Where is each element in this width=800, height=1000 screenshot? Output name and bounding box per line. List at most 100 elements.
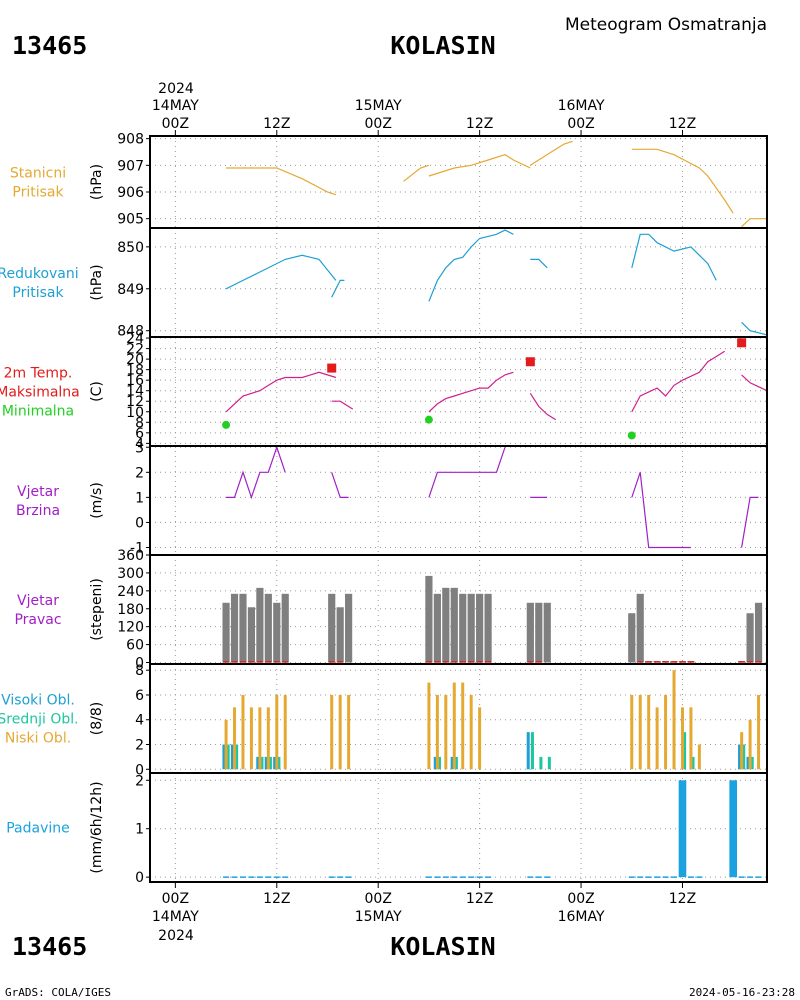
bar [467,593,475,663]
series-line [741,218,767,228]
header-station-id: 13465 [12,31,87,60]
panel-vjetar_brzina: -1 0 1 2 3 (m/s) Vjetar Brzina [16,440,768,556]
y-tick-label: 300 [117,566,144,582]
max-temp-marker [737,338,747,348]
bar [444,694,448,770]
series-line [428,371,514,413]
y-tick-label: 849 [117,282,144,298]
bar [691,756,695,770]
y-tick-label: 908 [117,132,144,148]
bar [459,593,467,663]
top-time-axis: 2024 00Z 14MAY 12Z 00Z 15MAY 12Z 00Z 16MAY 12Z [152,81,696,136]
y-tick-label: 8 [135,415,144,431]
bar [425,575,433,663]
y-axis-label: (hPa) [89,164,105,200]
bar [672,670,676,770]
panel-redukovani: 848 849 850 (hPa) Redukovani Pritisak [0,227,768,340]
bar [530,732,534,770]
panel-frame [149,445,768,556]
bar [241,694,245,770]
bar [630,694,634,770]
bottom-time-label: 12Z [669,891,696,907]
bar [452,682,456,770]
bar [230,744,234,770]
bar [478,707,482,770]
bar [247,607,256,663]
bar [636,593,644,663]
bar [729,780,737,878]
legend-label: Padavine [6,821,70,837]
y-tick-label: 6 [135,688,144,704]
bar [230,593,239,663]
bar [258,707,262,770]
series-line [631,472,691,549]
series-line [226,445,286,500]
min-temp-marker [222,420,231,429]
y-tick-label: 8 [135,663,144,679]
min-temp-marker [627,431,636,440]
legend-label: Vjetar [17,484,59,500]
bar [347,694,351,770]
y-axis-label: (mm/6h/12h) [89,781,105,873]
footer-station-id: 13465 [12,932,87,961]
bar [239,593,247,663]
panel-stanicni: 905 906 907 908 (hPa) Stanicni Pritisak [10,132,768,229]
y-tick-label: 907 [117,158,144,174]
panel-frame [149,227,768,338]
bottom-date-label: 16MAY [558,909,605,925]
y-axis-label: (m/s) [89,482,105,519]
bottom-time-label: 00Z [567,891,594,907]
y-tick-label: 360 [117,548,144,564]
y-tick-label: 18 [126,363,144,379]
bar [338,694,342,770]
series-line [529,392,557,421]
bar [461,682,465,770]
bar [249,707,253,770]
y-tick-label: 1 [135,822,144,838]
top-time-label: 00Z [162,116,189,132]
bar [547,756,551,770]
series-line [331,400,354,410]
series-line [428,447,506,498]
legend-label: Maksimalna [0,385,80,401]
bar [543,602,551,663]
max-temp-marker [327,363,337,373]
panel-padavine: 0 1 2 (mm/6h/12h) Padavine [6,772,768,886]
panel-frame [149,772,768,883]
bar [442,587,450,663]
y-axis-label: (hPa) [89,264,105,300]
y-tick-label: 14 [126,384,144,400]
bar [266,707,270,770]
top-time-label: 12Z [263,116,290,132]
y-tick-label: 2 [135,773,144,789]
y-tick-label: 6 [135,426,144,442]
series-line [529,140,573,166]
panel-frame [149,336,768,447]
series-line [226,167,337,196]
top-time-label: 12Z [466,116,493,132]
y-tick-label: 1 [135,490,144,506]
top-time-label: 00Z [365,116,392,132]
y-tick-label: 4 [135,436,144,452]
legend-label: Pravac [14,612,61,628]
footer-station-name: KOLASIN [390,932,495,961]
y-tick-label: 850 [117,240,144,256]
bar [697,744,701,770]
bar [664,694,668,770]
bar [345,593,353,663]
series-line [428,154,531,177]
bar [283,694,287,770]
bar [233,707,237,770]
bar [222,744,226,770]
y-tick-label: 16 [126,373,144,389]
bar [689,707,693,770]
series-line [225,254,337,290]
bar [264,756,268,770]
y-tick-label: 0 [135,656,144,672]
bottom-date-label: 14MAY [152,909,199,925]
legend-label: Stanicni [10,166,66,182]
y-tick-label: 240 [117,584,144,600]
legend-label: Brzina [16,503,60,519]
legend-label: Minimalna [2,404,74,420]
bottom-time-label: 12Z [263,891,290,907]
